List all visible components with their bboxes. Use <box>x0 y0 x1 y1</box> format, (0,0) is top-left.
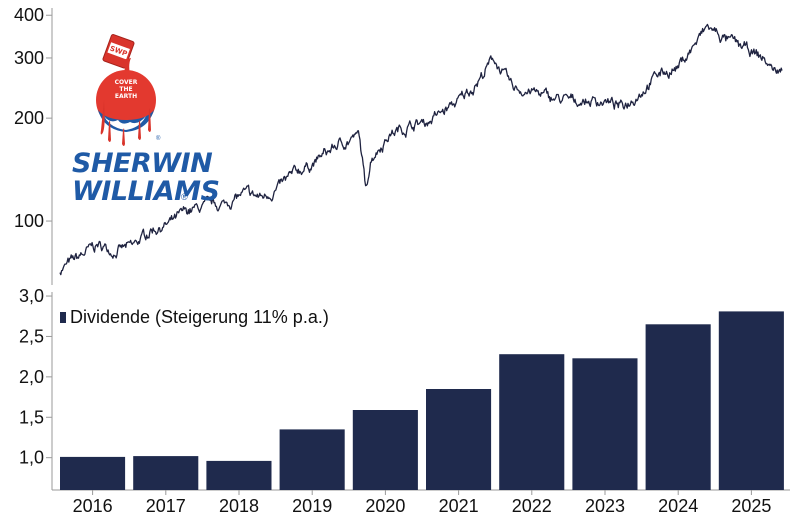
price-line-series <box>59 23 783 276</box>
dividend-x-tick-label: 2022 <box>512 496 552 516</box>
price-y-tick-label: 400 <box>14 5 44 25</box>
legend-label: Dividende (Steigerung 11% p.a.) <box>70 307 329 327</box>
sherwin-williams-logo: SWP COVER THE EARTH ® SHERWIN WILLIAMS ® <box>72 34 220 207</box>
dividend-x-ticks: 2016 2017 2018 2019 2020 2021 2022 2023 2024 2025 <box>73 490 771 516</box>
price-y-tick-label: 100 <box>14 211 44 231</box>
dividend-bar-2021 <box>426 389 492 490</box>
dividend-y-tick-label: 3,0 <box>19 286 44 306</box>
dividend-x-tick-label: 2021 <box>439 496 479 516</box>
dividend-bar-2024 <box>645 324 711 490</box>
dividend-bar-2017 <box>133 456 199 490</box>
drop-line-1: COVER <box>115 79 138 86</box>
dividend-x-tick-label: 2025 <box>731 496 771 516</box>
dividend-bar-2016 <box>60 456 126 490</box>
price-y-ticks: 100 200 300 400 <box>14 5 52 231</box>
legend-swatch <box>60 312 66 323</box>
brand-registered-mark: ® <box>181 192 188 202</box>
price-y-tick-label: 200 <box>14 108 44 128</box>
dividend-bar-2020 <box>352 410 418 490</box>
dividend-bar-2019 <box>279 429 345 490</box>
drop-line-3: EARTH <box>115 93 137 100</box>
brand-line-2: WILLIAMS <box>72 176 220 207</box>
dividend-y-ticks: 1,0 1,5 2,0 2,5 3,0 <box>19 286 52 468</box>
logo-registered-small: ® <box>156 135 161 142</box>
globe-icon: COVER THE EARTH ® <box>96 70 161 146</box>
dividend-y-tick-label: 1,0 <box>19 448 44 468</box>
price-panel: 100 200 300 400 <box>14 5 783 285</box>
dividend-x-tick-label: 2016 <box>73 496 113 516</box>
dividend-bar-2025 <box>718 311 784 490</box>
dividend-x-tick-label: 2024 <box>658 496 698 516</box>
dividend-bars <box>60 311 784 490</box>
dividend-bar-2022 <box>499 354 565 490</box>
dividend-x-tick-label: 2017 <box>146 496 186 516</box>
brand-line-1: SHERWIN <box>72 148 213 179</box>
drop-line-2: THE <box>119 86 132 93</box>
dividend-x-tick-label: 2020 <box>365 496 405 516</box>
dividend-y-tick-label: 2,5 <box>19 326 44 346</box>
paint-can-icon: SWP <box>102 34 135 69</box>
price-y-tick-label: 300 <box>14 48 44 68</box>
dividend-x-tick-label: 2023 <box>585 496 625 516</box>
dividend-bar-2018 <box>206 460 272 490</box>
dividend-x-tick-label: 2019 <box>292 496 332 516</box>
dividend-y-tick-label: 2,0 <box>19 367 44 387</box>
dividend-bar-2023 <box>572 358 638 490</box>
dividend-y-tick-label: 1,5 <box>19 407 44 427</box>
dividend-legend: Dividende (Steigerung 11% p.a.) <box>60 307 329 327</box>
dividend-panel: 1,0 1,5 2,0 2,5 3,0 2016 2017 2018 2019 2020 2021… <box>19 286 790 516</box>
dividend-x-tick-label: 2018 <box>219 496 259 516</box>
